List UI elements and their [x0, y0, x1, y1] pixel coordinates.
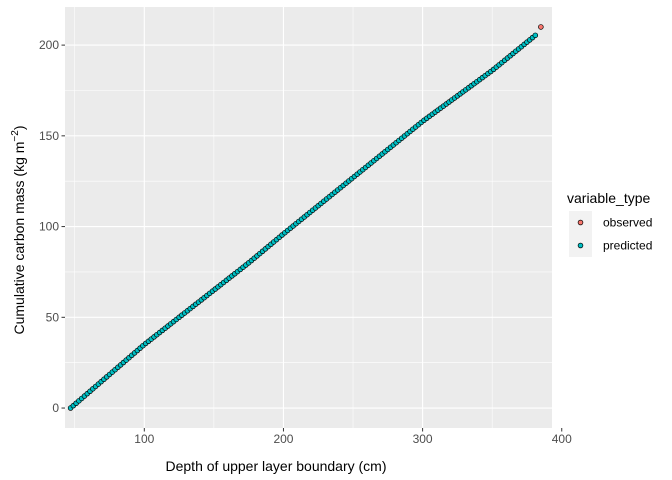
- data-points: [67, 24, 544, 411]
- x-axis-ticks: 100 200 300 400: [134, 428, 572, 446]
- x-tick-label: 100: [134, 432, 154, 446]
- observed-point: [538, 24, 544, 30]
- y-tick-label: 0: [52, 401, 59, 415]
- y-axis-title-main: Cumulative carbon mass (kg m: [11, 142, 27, 335]
- legend-swatch-observed: [577, 219, 584, 226]
- y-tick-label: 100: [39, 220, 59, 234]
- minor-gridlines: [65, 7, 552, 428]
- y-tick-label: 50: [46, 310, 60, 324]
- legend-label-observed: observed: [603, 216, 652, 230]
- y-tick-label: 150: [39, 129, 59, 143]
- legend-swatch-predicted: [577, 242, 584, 249]
- x-tick-label: 300: [413, 432, 433, 446]
- y-tick-label: 200: [39, 38, 59, 52]
- legend-title: variable_type: [567, 190, 650, 206]
- predicted-point: [532, 32, 539, 39]
- y-axis-title-close: ): [11, 125, 27, 130]
- plot-panel: [65, 7, 552, 428]
- legend: variable_type observed predicted: [567, 190, 652, 257]
- y-axis-title: Cumulative carbon mass (kg m−2): [10, 125, 27, 334]
- x-tick-label: 400: [552, 432, 572, 446]
- x-axis-title: Depth of upper layer boundary (cm): [166, 458, 387, 474]
- legend-label-predicted: predicted: [603, 239, 652, 253]
- x-tick-label: 200: [273, 432, 293, 446]
- y-axis-title-superscript: −2: [10, 130, 21, 142]
- major-gridlines: [65, 7, 563, 428]
- y-axis-ticks: 0 50 100 150 200: [39, 38, 65, 415]
